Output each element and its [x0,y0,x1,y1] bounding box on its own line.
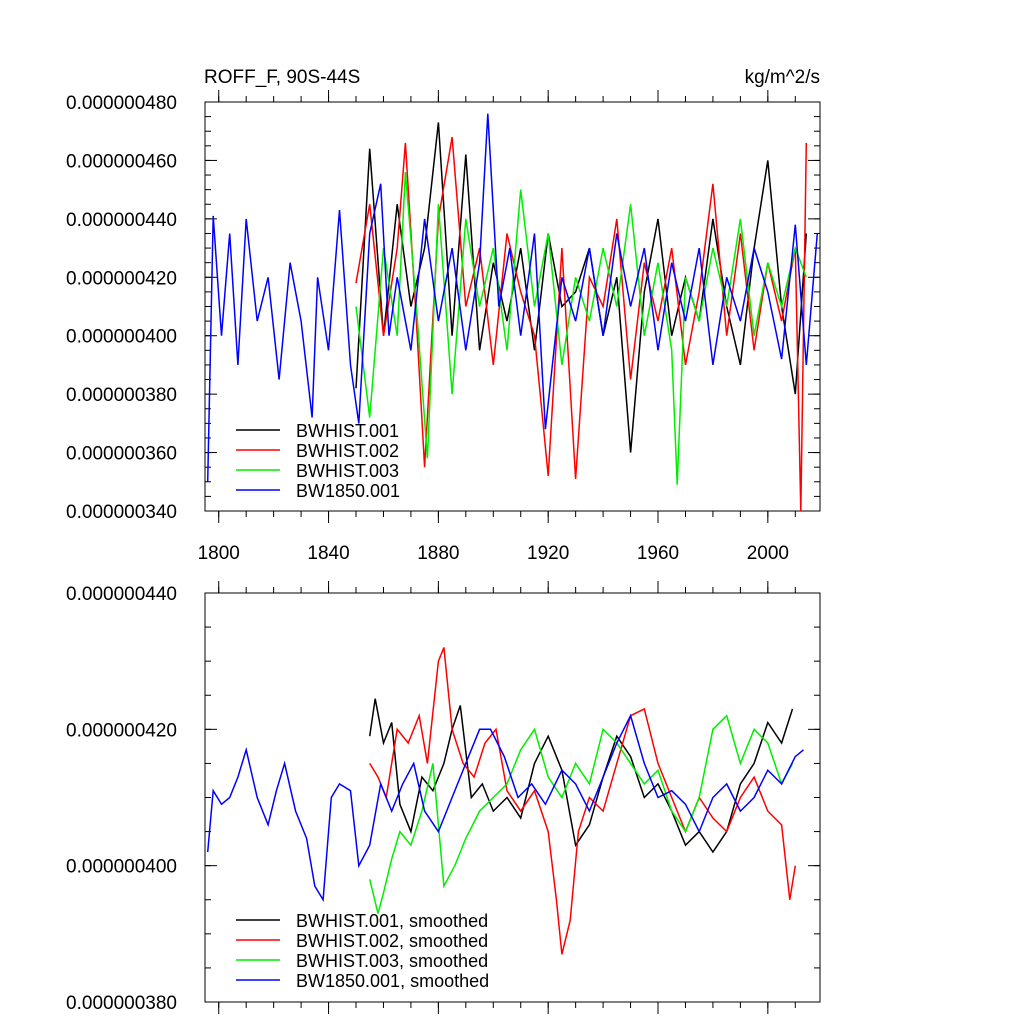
top-x-tick-label: 2000 [747,543,789,564]
top-series-3-line [206,113,819,482]
bottom-y-tick-label: 0.000000420 [66,720,177,741]
top-y-tick-label: 0.000000400 [66,327,177,348]
bottom-series-0-line [368,698,794,854]
top-y-tick-label: 0.000000420 [66,268,177,289]
top-y-tick-label: 0.000000440 [66,210,177,231]
top-legend-label: BWHIST.003 [296,461,399,481]
bottom-legend-label: BWHIST.002, smoothed [296,931,488,951]
top-x-tick-label: 1960 [637,543,679,564]
top-x-tick-label: 1920 [527,543,569,564]
bottom-series-2-line [368,714,794,914]
top-x-tick-label: 1800 [198,543,240,564]
bottom-legend-label: BW1850.001, smoothed [296,971,489,991]
bottom-legend-label: BWHIST.001, smoothed [296,911,488,931]
top-y-tick-label: 0.000000340 [66,502,177,523]
top-title-right: kg/m^2/s [745,67,820,88]
bottom-legend-label: BWHIST.003, smoothed [296,951,488,971]
bottom-y-tick-label: 0.000000400 [66,857,177,878]
top-legend-label: BWHIST.001 [296,421,399,441]
bottom-y-tick-label: 0.000000380 [66,993,177,1014]
top-series-1-line [355,136,808,512]
bottom-y-tick-label: 0.000000440 [66,584,177,605]
top-series-2-line [355,172,808,485]
top-y-tick-label: 0.000000480 [66,93,177,114]
top-y-tick-label: 0.000000380 [66,385,177,406]
top-title-left: ROFF_F, 90S-44S [204,67,360,88]
top-legend-label: BWHIST.002 [296,441,399,461]
top-y-tick-label: 0.000000360 [66,444,177,465]
top-series-0-line [355,122,808,453]
top-legend-label: BW1850.001 [296,481,400,501]
top-x-tick-label: 1880 [417,543,459,564]
top-x-tick-label: 1840 [307,543,349,564]
top-y-tick-label: 0.000000460 [66,151,177,172]
bottom-series-3-line [206,713,804,903]
bottom-series-1-line [369,647,797,955]
